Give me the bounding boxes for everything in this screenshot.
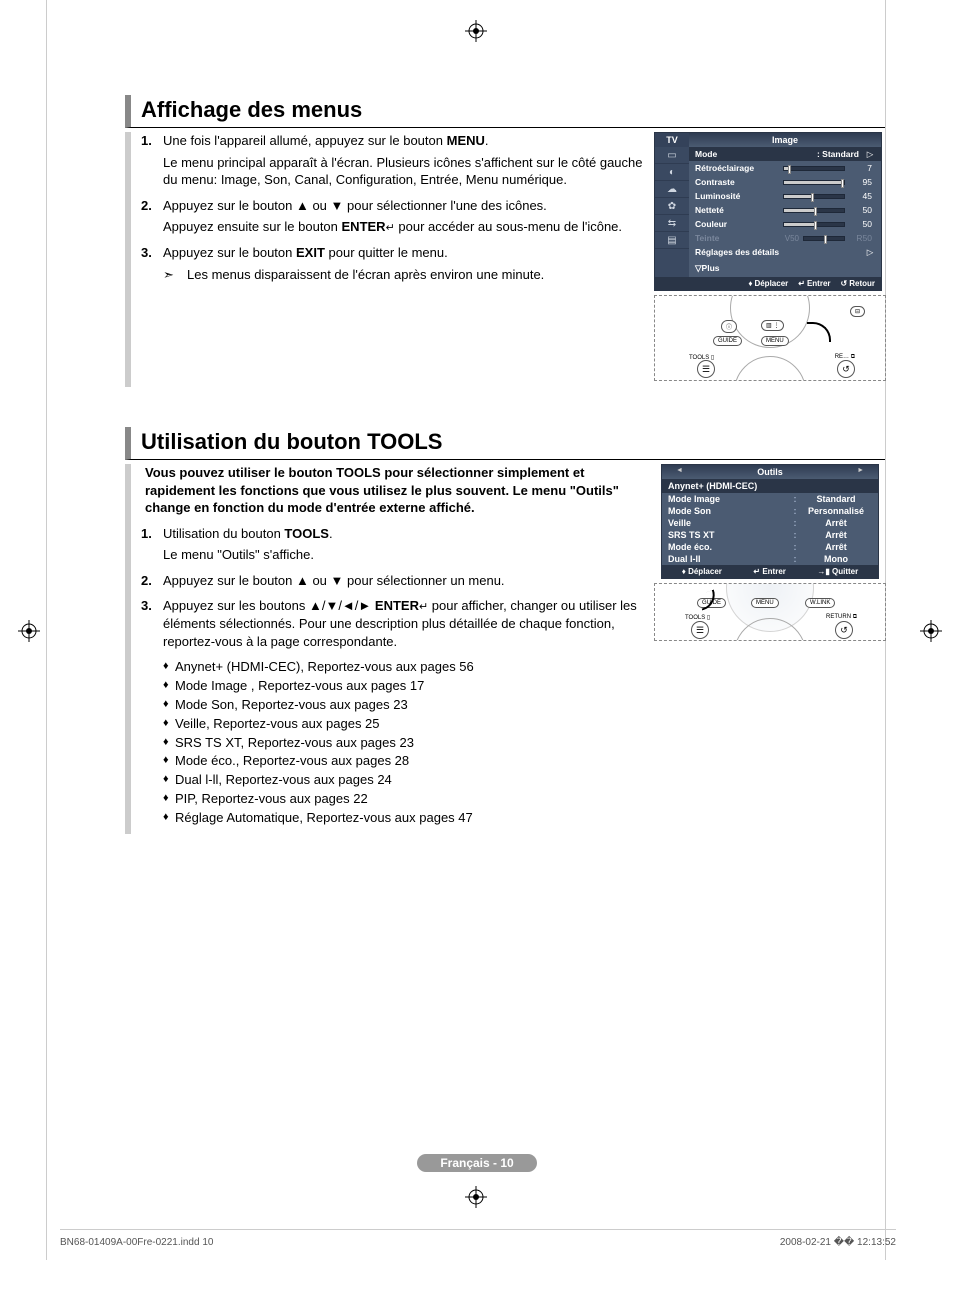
footer-filename: BN68-01409A-00Fre-0221.indd 10: [60, 1237, 213, 1248]
callout-arrow-icon: [807, 322, 831, 342]
section-tools: Outils Anynet+ (HDMI-CEC) Mode Image:Sta…: [125, 464, 886, 834]
crop-line-left: [46, 0, 47, 1260]
ref-item: Anynet+ (HDMI-CEC), Reportez-vous aux pa…: [163, 658, 886, 677]
ref-item: Dual l-ll, Reportez-vous aux pages 24: [163, 771, 886, 790]
ref-item: Mode éco., Reportez-vous aux pages 28: [163, 752, 886, 771]
remote-btn-guide: GUIDE: [713, 336, 742, 346]
tools-osd-selected: Anynet+ (HDMI-CEC): [662, 479, 878, 493]
section-affichage: TV Image ▭ ◐ ☁ ✿ ⇆ ▤ Mode: [125, 132, 886, 387]
tools-osd-title: Outils: [662, 465, 878, 479]
section-heading-tools: Utilisation du bouton TOOLS: [125, 427, 886, 460]
enter-icon: ↵: [386, 222, 395, 234]
steps-affichage: Une fois l'appareil allumé, appuyez sur …: [141, 132, 886, 283]
remote-btn-info: ⓘ: [721, 320, 737, 333]
tools-step-3: Appuyez sur les boutons ▲/▼/◄/► ENTER↵ p…: [141, 597, 886, 650]
footer-timestamp: 2008-02-21 �� 12:13:52: [780, 1237, 896, 1248]
registration-mark-icon: [920, 620, 942, 642]
ref-item: Réglage Automatique, Reportez-vous aux p…: [163, 809, 886, 828]
ref-item: SRS TS XT, Reportez-vous aux pages 23: [163, 734, 886, 753]
page-references-list: Anynet+ (HDMI-CEC), Reportez-vous aux pa…: [141, 658, 886, 828]
ref-item: Mode Son, Reportez-vous aux pages 23: [163, 696, 886, 715]
ref-item: PIP, Reportez-vous aux pages 22: [163, 790, 886, 809]
step-1-desc: Le menu principal apparaît à l'écran. Pl…: [163, 154, 886, 189]
remote-btn-subt: ▥ ⋮: [761, 320, 784, 331]
tools-step-1: Utilisation du bouton TOOLS. Le menu "Ou…: [141, 525, 886, 564]
ref-item: Mode Image , Reportez-vous aux pages 17: [163, 677, 886, 696]
step-3-note: Les menus disparaissent de l'écran après…: [163, 266, 886, 284]
remote-btn-tools: ☰: [697, 360, 715, 378]
step-1: Une fois l'appareil allumé, appuyez sur …: [141, 132, 886, 189]
tools-row-mode-son: Mode Son:Personnalisé: [662, 505, 878, 517]
registration-mark-icon: [18, 620, 40, 642]
registration-mark-icon: [465, 1186, 487, 1208]
steps-tools: Utilisation du bouton TOOLS. Le menu "Ou…: [141, 525, 886, 651]
step-2: Appuyez sur le bouton ▲ ou ▼ pour sélect…: [141, 197, 886, 236]
step-2-desc: Appuyez ensuite sur le bouton ENTER↵ pou…: [163, 218, 886, 236]
dpad-ring-icon: [734, 356, 806, 381]
registration-mark-icon: [465, 20, 487, 42]
remote-illustration-menu: ⓘ ▥ ⋮ ⊟ GUIDE MENU TOOLS ▯ RE… ⧉ ☰ ↺: [654, 295, 886, 381]
page: Affichage des menus TV Image ▭ ◐ ☁ ✿ ⇆ ▤: [0, 0, 954, 1260]
ref-item: Veille, Reportez-vous aux pages 25: [163, 715, 886, 734]
tools-row-mode-image: Mode Image:Standard: [662, 493, 878, 505]
enter-icon: ↵: [419, 601, 428, 613]
step-3: Appuyez sur le bouton EXIT pour quitter …: [141, 244, 886, 283]
remote-btn-exit: ⊟: [850, 306, 865, 317]
page-number-badge: Français - 10: [417, 1154, 537, 1172]
remote-btn-return: ↺: [837, 360, 855, 378]
section-heading-affichage: Affichage des menus: [125, 95, 886, 128]
tools-step-2: Appuyez sur le bouton ▲ ou ▼ pour sélect…: [141, 572, 886, 590]
remote-btn-menu: MENU: [761, 336, 789, 346]
footer-divider: [60, 1229, 896, 1230]
tools-step-1-desc: Le menu "Outils" s'affiche.: [163, 546, 886, 564]
